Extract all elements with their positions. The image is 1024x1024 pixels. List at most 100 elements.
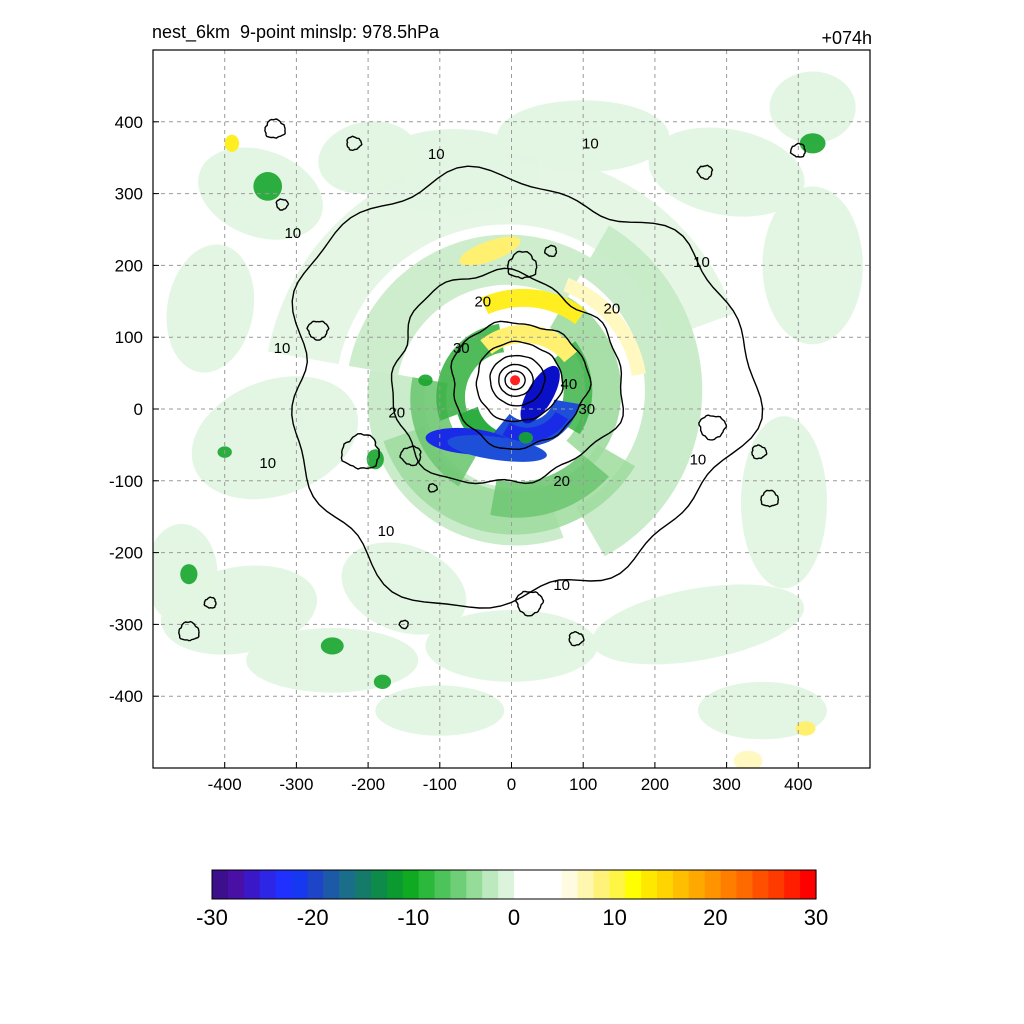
contour-line (275, 198, 290, 211)
colorbar-swatch (243, 870, 261, 899)
colorbar-swatch (418, 870, 436, 899)
colorbar-swatch (339, 870, 356, 899)
colorbar-swatch (736, 870, 754, 899)
field-blob (769, 71, 856, 144)
field-blob (497, 100, 670, 173)
contour-label: 10 (690, 451, 707, 468)
colorbar-tick-label: 30 (804, 905, 828, 930)
colorbar-swatch (514, 870, 531, 899)
contour-label: 10 (284, 225, 301, 242)
contour-line (751, 444, 768, 460)
colorbar-swatch (641, 870, 658, 899)
field-band (383, 426, 636, 535)
contour-line (760, 489, 779, 508)
contour-line (346, 135, 363, 152)
colorbar-swatch (593, 870, 610, 899)
field-blob (246, 627, 419, 693)
colorbar-swatch (768, 870, 785, 899)
contour-label: 20 (388, 405, 405, 422)
field-blob (459, 236, 521, 266)
y-tick-label: -200 (109, 544, 143, 563)
colorbar-swatch (482, 870, 499, 899)
x-tick-label: 300 (712, 775, 740, 794)
contour-line (475, 340, 564, 423)
field-blob (375, 685, 505, 736)
contour-label: 10 (582, 135, 599, 152)
contour-line (507, 250, 538, 280)
y-tick-label: 100 (115, 328, 143, 347)
colorbar-swatch (323, 870, 340, 899)
contour-line (568, 630, 585, 647)
contour-line (203, 596, 217, 609)
colorbar-swatch (355, 870, 372, 899)
colorbar-swatch (212, 870, 229, 899)
colorbar-swatch (672, 870, 690, 899)
contour-label: 10 (693, 254, 710, 271)
y-tick-label: 200 (115, 256, 143, 275)
x-tick-label: -300 (279, 775, 313, 794)
colorbar-swatch (466, 870, 483, 899)
field-blob (799, 133, 826, 154)
field-band (576, 225, 703, 557)
shaded-field (153, 71, 863, 768)
colorbar-swatch (577, 870, 595, 899)
contour-line (178, 620, 200, 642)
y-tick-label: -400 (109, 687, 143, 706)
contour-line (291, 165, 764, 609)
contour-line (264, 118, 286, 139)
colorbar-swatch (402, 870, 420, 899)
x-tick-label: -400 (208, 775, 242, 794)
contour-lines (178, 118, 806, 647)
field-blob (373, 674, 392, 690)
y-tick-label: -300 (109, 615, 143, 634)
field-band (480, 324, 578, 363)
field-blob (795, 721, 816, 736)
colorbar-swatch (259, 870, 277, 899)
y-axis-ticks: 400 300 200 100 0 -100 -200 -300 -400 (109, 113, 159, 706)
contour-label: 10 (428, 146, 445, 163)
colorbar-swatch (275, 870, 293, 899)
colorbar-swatch (720, 870, 738, 899)
colorbar-swatch (291, 870, 308, 899)
colorbar-swatch (307, 870, 324, 899)
contour-label: 10 (259, 455, 276, 472)
colorbar-tick-label: 0 (508, 905, 520, 930)
contour-label: 20 (474, 293, 491, 310)
contour-line (489, 354, 546, 407)
contour-line (789, 142, 806, 158)
y-tick-label: -100 (109, 472, 143, 491)
field-blob (253, 172, 283, 201)
contour-line (698, 414, 728, 441)
colorbar-tick-label: -10 (397, 905, 429, 930)
y-tick-label: 300 (115, 185, 143, 204)
contour-label: 40 (561, 376, 578, 393)
colorbar-swatch (688, 870, 706, 899)
x-tick-label: -200 (351, 775, 385, 794)
colorbar-swatch (657, 870, 674, 899)
contour-line (498, 363, 534, 398)
contour-line (450, 320, 592, 451)
field-band (348, 234, 591, 375)
colorbar-swatch (561, 870, 579, 899)
field-blob (166, 244, 255, 373)
field-blob (320, 637, 344, 655)
forecast-hour-label: +074h (821, 28, 872, 48)
colorbar-swatch (529, 870, 547, 899)
field-blob (180, 564, 198, 585)
y-tick-label: 0 (134, 400, 143, 419)
colorbar-tick-label: -20 (297, 905, 329, 930)
contour-line (514, 590, 545, 617)
contour-label: 10 (378, 523, 395, 540)
colorbar-tick-label: -30 (196, 905, 228, 930)
contour-label: 30 (453, 340, 470, 357)
field-blob (733, 750, 763, 768)
x-tick-label: 100 (569, 775, 597, 794)
colorbar-swatch (498, 870, 515, 899)
contour-line (543, 244, 558, 258)
contour-line (398, 619, 410, 630)
colorbar-swatch (450, 870, 467, 899)
contour-line (696, 164, 714, 180)
field-band (563, 277, 646, 376)
storm-center-dot (510, 375, 521, 386)
